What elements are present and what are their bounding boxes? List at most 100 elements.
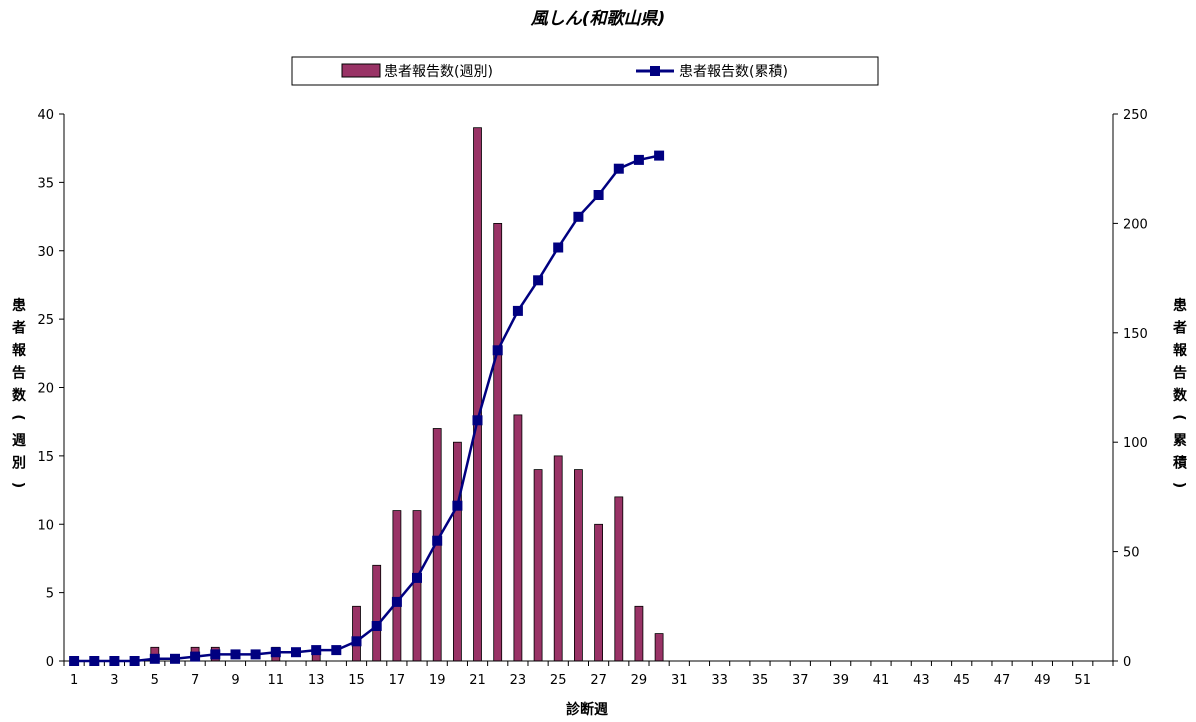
axes xyxy=(63,114,1114,666)
axis-title-char: 数 xyxy=(12,387,27,404)
axis-title-char: 週 xyxy=(12,433,26,449)
cumulative-marker-week-26 xyxy=(573,211,584,222)
cumulative-marker-week-2 xyxy=(89,656,100,666)
axis-title-char: 報 xyxy=(1173,342,1188,359)
right-tick-label: 0 xyxy=(1123,655,1131,670)
axis-title-char: 累 xyxy=(1173,433,1187,449)
cumulative-marker-week-3 xyxy=(109,656,120,666)
cumulative-marker-week-7 xyxy=(190,651,201,662)
bar-week-30 xyxy=(654,633,664,662)
x-tick-label: 41 xyxy=(873,673,890,688)
left-tick-label: 0 xyxy=(46,655,54,670)
cumulative-marker-week-1 xyxy=(69,656,80,666)
right-axis-ticks: 0 50 100 150 200 250 xyxy=(1113,108,1148,670)
x-tick-label: 49 xyxy=(1034,673,1051,688)
left-tick-label: 25 xyxy=(37,313,54,328)
axis-title-char: 告 xyxy=(12,365,26,382)
left-tick-label: 10 xyxy=(37,518,54,533)
legend-line-marker xyxy=(650,66,660,76)
cumulative-marker-week-6 xyxy=(170,653,180,664)
x-tick-label: 31 xyxy=(671,673,688,688)
bar-week-27 xyxy=(594,523,603,662)
legend: 患者報告数(週別) 患者報告数(累積) xyxy=(291,56,879,86)
legend-bar-label: 患者報告数(週別) xyxy=(384,64,493,80)
x-axis-ticks: 1 3 5 7 9 11 13 15 17 19 21 23 25 27 29 31 33 35 37 39 41 43 4… xyxy=(70,673,1091,688)
left-tick-label: 35 xyxy=(37,176,54,191)
legend-bar-swatch xyxy=(341,63,381,78)
bar-week-25 xyxy=(553,455,563,662)
cumulative-marker-week-19 xyxy=(432,535,443,546)
x-axis-title: 診断週 xyxy=(566,701,608,718)
bar-week-26 xyxy=(574,469,583,662)
bar-week-24 xyxy=(533,469,543,662)
axis-title-char: ) xyxy=(1171,482,1187,488)
x-tick-label: 21 xyxy=(469,673,486,688)
cumulative-marker-week-24 xyxy=(533,275,544,286)
left-axis-ticks: 0 5 10 15 20 25 30 35 40 xyxy=(37,108,64,670)
left-tick-label: 15 xyxy=(37,450,54,465)
cumulative-marker-week-25 xyxy=(553,242,564,253)
x-tick-label: 19 xyxy=(429,673,446,688)
right-tick-label: 50 xyxy=(1123,546,1140,561)
bar-week-22 xyxy=(493,222,503,662)
cumulative-polyline xyxy=(74,154,660,663)
x-tick-label: 15 xyxy=(348,673,365,688)
legend-line-label: 患者報告数(累積) xyxy=(679,64,788,80)
x-tick-label: 17 xyxy=(389,673,406,688)
x-tick-label: 23 xyxy=(510,673,527,688)
cumulative-marker-week-4 xyxy=(129,656,140,666)
cumulative-marker-week-29 xyxy=(633,154,644,165)
x-tick-label: 39 xyxy=(832,673,849,688)
cumulative-marker-week-21 xyxy=(472,415,483,426)
legend-box xyxy=(291,56,879,86)
cumulative-marker-week-10 xyxy=(250,649,261,660)
weekly-bars xyxy=(150,127,664,662)
x-tick-label: 3 xyxy=(110,673,118,688)
right-tick-label: 200 xyxy=(1123,217,1148,232)
cumulative-marker-week-30 xyxy=(654,150,665,161)
cumulative-marker-week-23 xyxy=(512,305,523,316)
x-tick-label: 51 xyxy=(1074,673,1091,688)
axis-title-char: 患 xyxy=(12,297,26,314)
bar-week-18 xyxy=(412,510,422,662)
cumulative-line xyxy=(69,150,665,666)
x-tick-label: 29 xyxy=(631,673,648,688)
cumulative-marker-week-8 xyxy=(210,649,221,660)
bar-week-16 xyxy=(372,564,382,662)
x-tick-label: 9 xyxy=(231,673,239,688)
cumulative-marker-week-14 xyxy=(331,645,342,656)
bar-week-21 xyxy=(473,127,482,662)
x-tick-label: 5 xyxy=(151,673,159,688)
x-tick-label: 35 xyxy=(752,673,769,688)
axis-title-char: ( xyxy=(1171,414,1187,420)
left-tick-label: 30 xyxy=(37,245,54,260)
cumulative-marker-week-5 xyxy=(149,653,160,664)
right-tick-label: 150 xyxy=(1123,327,1148,342)
right-tick-label: 100 xyxy=(1123,436,1148,451)
bar-week-20 xyxy=(452,441,462,662)
bar-week-28 xyxy=(614,496,624,662)
cumulative-marker-week-20 xyxy=(452,500,463,511)
cumulative-marker-week-27 xyxy=(593,190,604,200)
axis-title-char: 報 xyxy=(12,342,27,359)
bar-week-29 xyxy=(634,605,644,662)
left-tick-label: 40 xyxy=(37,108,54,123)
axis-title-char: 告 xyxy=(1173,365,1187,382)
bar-week-23 xyxy=(513,414,523,662)
cumulative-marker-week-22 xyxy=(492,345,503,356)
axis-title-char: 別 xyxy=(11,456,26,472)
x-tick-label: 43 xyxy=(913,673,930,688)
x-tick-label: 33 xyxy=(711,673,728,688)
bar-week-17 xyxy=(392,510,402,662)
chart-title: 風しん(和歌山県) xyxy=(530,9,666,29)
cumulative-marker-week-17 xyxy=(391,596,402,607)
x-tick-label: 7 xyxy=(191,673,199,688)
cumulative-marker-week-28 xyxy=(613,163,624,174)
left-tick-label: 20 xyxy=(37,382,54,397)
cumulative-marker-week-9 xyxy=(230,649,241,660)
right-axis-title: 患者報告数 (累積) xyxy=(1171,297,1188,488)
left-tick-label: 5 xyxy=(46,587,54,602)
x-tick-label: 45 xyxy=(953,673,970,688)
axis-title-char: 数 xyxy=(1173,387,1188,404)
x-tick-label: 1 xyxy=(70,673,78,688)
